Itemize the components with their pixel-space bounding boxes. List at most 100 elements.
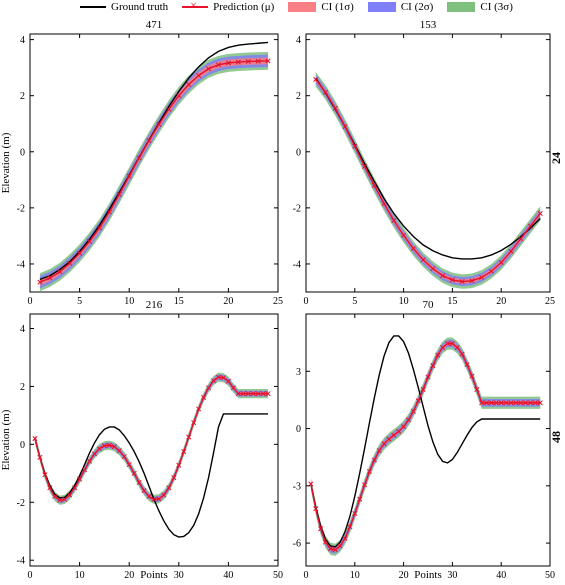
prediction-marker [366, 468, 372, 475]
prediction-marker [488, 268, 494, 274]
prediction-marker [479, 274, 485, 280]
row-label: 48 [549, 431, 563, 443]
prediction-marker [47, 485, 53, 491]
prediction-marker [166, 106, 172, 112]
prediction-marker [82, 467, 88, 473]
prediction-marker [146, 493, 152, 500]
ci1-swatch [288, 2, 317, 12]
prediction-marker [186, 434, 192, 440]
prediction-marker [362, 482, 368, 488]
ci-band-2sigma-panel-0 [39, 54, 269, 289]
y-tick-label: 4 [20, 35, 25, 46]
prediction-marker [498, 400, 504, 406]
prediction-marker [245, 58, 251, 65]
prediction-marker [415, 398, 421, 404]
prediction-marker [410, 408, 416, 414]
y-tick-label: 0 [20, 440, 25, 451]
prediction-marker [459, 351, 465, 357]
prediction-marker [245, 391, 251, 397]
prediction-marker [376, 447, 382, 454]
prediction-marker [527, 400, 534, 406]
panel-title: 471 [146, 19, 163, 31]
ground-truth-line-panel-3 [310, 335, 541, 548]
x-tick-label: 20 [496, 296, 506, 307]
prediction-marker [430, 362, 436, 369]
x-tick-label: 30 [174, 570, 184, 580]
x-tick-label: 20 [223, 296, 233, 307]
prediction-marker [42, 472, 48, 478]
x-tick-label: 15 [174, 296, 184, 307]
prediction-marker [503, 400, 509, 406]
y-tick-label: 4 [296, 35, 301, 46]
prediction-marker [72, 485, 78, 491]
y-axis-label: Elevation (m) [0, 409, 12, 470]
prediction-marker [313, 506, 319, 512]
legend-ci2: CI (2σ) [367, 1, 434, 13]
panel-title: 153 [420, 19, 437, 31]
prediction-marker [235, 391, 241, 397]
prediction-marker [318, 526, 324, 532]
x-axis-label: Points [414, 569, 442, 580]
prediction-marker [206, 385, 212, 391]
x-tick-label: 0 [28, 570, 33, 580]
prediction-marker [493, 400, 499, 406]
y-tick-label: 0 [20, 147, 25, 158]
prediction-marker [235, 59, 241, 65]
prediction-marker [146, 138, 152, 144]
prediction-marker [420, 386, 426, 392]
legend-ci2-label: CI (2σ) [400, 1, 434, 13]
x-tick-label: 40 [223, 570, 233, 580]
prediction-marker [86, 458, 93, 464]
prediction-marker [156, 496, 162, 502]
prediction-marker [91, 451, 98, 457]
prediction-marker [156, 121, 162, 127]
x-tick-label: 25 [273, 296, 283, 307]
prediction-marker [508, 248, 514, 254]
prediction-marker [508, 400, 514, 406]
prediction-marker [498, 260, 504, 266]
y-tick-label: -2 [17, 203, 25, 214]
prediction-marker [352, 510, 358, 517]
ci3-swatch [447, 2, 476, 12]
prediction-marker [230, 385, 236, 391]
x-tick-label: 10 [124, 296, 134, 307]
prediction-marker [67, 260, 73, 266]
x-tick-label: 20 [124, 570, 134, 580]
prediction-marker [371, 457, 377, 463]
prediction-marker [191, 420, 197, 426]
legend-prediction: Prediction (μ) [182, 0, 275, 13]
prediction-marker [459, 279, 465, 285]
prediction-marker [215, 62, 222, 68]
x-tick-label: 10 [350, 570, 360, 580]
panel-title: 70 [423, 299, 435, 311]
x-tick-label: 20 [399, 570, 409, 580]
y-tick-label: 2 [20, 382, 25, 393]
y-tick-label: 3 [296, 367, 301, 378]
prediction-marker [391, 432, 397, 438]
prediction-marker [327, 546, 333, 552]
prediction-marker [523, 400, 529, 406]
prediction-swatch [182, 0, 209, 13]
prediction-line-panel-2 [34, 376, 269, 501]
prediction-marker [240, 391, 246, 397]
prediction-marker [440, 344, 446, 350]
prediction-marker [77, 476, 83, 482]
ci-band-3sigma-panel-3 [310, 337, 541, 556]
prediction-marker [62, 496, 68, 502]
legend-ci1-label: CI (1σ) [321, 1, 354, 13]
prediction-marker [111, 444, 117, 450]
prediction-marker [484, 400, 490, 406]
prediction-marker [454, 344, 460, 350]
prediction-marker [250, 391, 256, 397]
prediction-marker [322, 89, 329, 95]
prediction-marker [449, 277, 455, 283]
prediction-marker [337, 543, 343, 549]
x-tick-label: 0 [304, 296, 309, 307]
prediction-marker [265, 391, 271, 397]
ci2-swatch [367, 2, 396, 12]
legend-prediction-label: Prediction (μ) [213, 1, 275, 13]
row-label: 24 [549, 152, 563, 164]
x-axis-label: Points [140, 569, 168, 580]
y-tick-label: -4 [17, 556, 25, 567]
